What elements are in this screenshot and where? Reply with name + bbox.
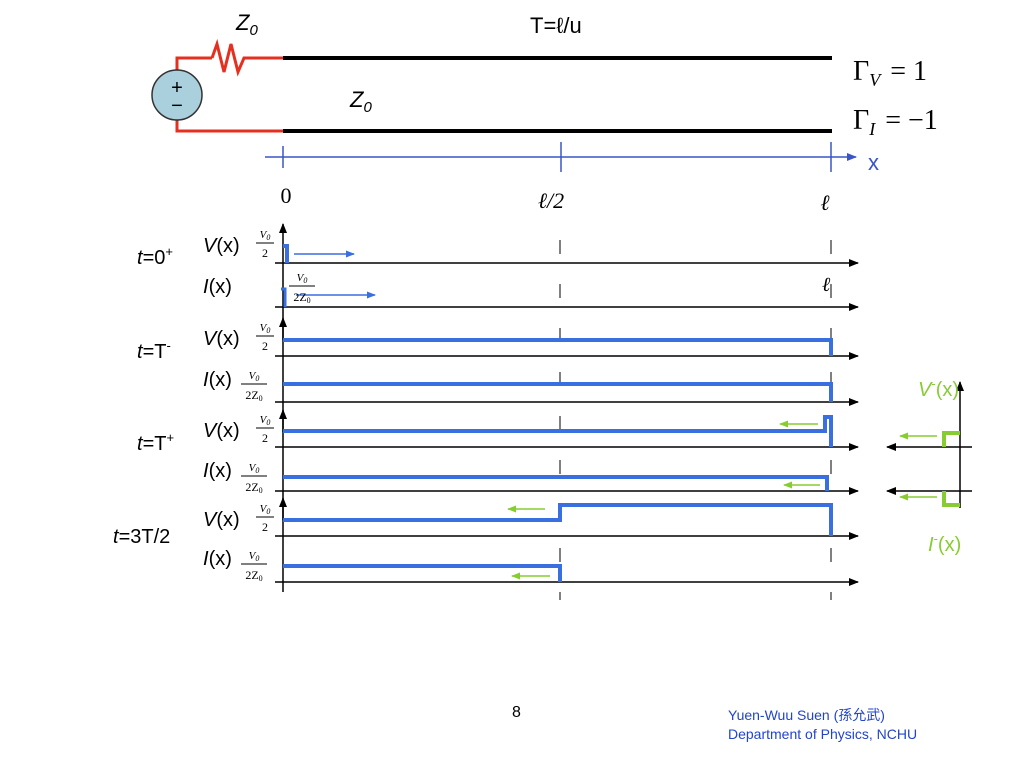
footer-department: Department of Physics, NCHU — [728, 726, 918, 742]
svg-text:2Z0: 2Z0 — [245, 388, 262, 403]
svg-text:2: 2 — [262, 339, 268, 353]
time-label-t0: t=0+ — [137, 244, 173, 269]
x-axis-label: x — [868, 150, 879, 175]
reflected-v-label: V-(x) — [918, 376, 959, 401]
waveform-tTplus — [283, 415, 833, 491]
row-label-t3T2-v: V(x) — [203, 509, 240, 531]
end-position-label: ℓ — [822, 274, 831, 296]
svg-text:2: 2 — [262, 431, 268, 445]
waveform-t3T2 — [283, 503, 833, 582]
waveform-t0 — [281, 244, 376, 307]
svg-text:V0: V0 — [260, 229, 271, 242]
reflection-arrows-t3T2 — [507, 505, 550, 580]
svg-text:2: 2 — [262, 520, 268, 534]
page-number: 8 — [512, 704, 521, 721]
svg-text:V0: V0 — [260, 414, 271, 427]
row-label-t0-i: I(x) — [203, 276, 232, 298]
fraction-v0-over-2z0: V0 2Z0 — [241, 370, 267, 403]
fraction-v0-over-2: V0 2 — [256, 322, 274, 353]
waveform-tTminus — [283, 338, 833, 402]
source-wire-bottom — [175, 113, 283, 133]
svg-text:2Z0: 2Z0 — [293, 290, 310, 305]
fraction-v0-over-2: V0 2 — [256, 229, 274, 260]
reflected-v-step — [942, 431, 960, 447]
source-plus: + — [171, 77, 183, 99]
fraction-v0-over-2z0: V0 2Z0 — [241, 550, 267, 583]
svg-text:2: 2 — [262, 246, 268, 260]
svg-text:V0: V0 — [249, 550, 260, 563]
reflected-i-step — [942, 491, 960, 507]
reflection-arrows-tTplus — [779, 420, 820, 489]
row-label-tTplus-i: I(x) — [203, 460, 232, 482]
tick-label-half: ℓ/2 — [538, 188, 564, 213]
time-label-t3T2: t=3T/2 — [113, 526, 170, 548]
time-label-tTminus: t=T- — [137, 338, 171, 363]
tick-label-0: 0 — [281, 183, 292, 208]
transit-time-label: T=ℓ/u — [530, 13, 582, 38]
footer-author: Yuen-Wuu Suen (孫允武) — [728, 707, 885, 723]
source-minus: − — [171, 95, 183, 117]
gamma-i: ΓI = −1 — [853, 105, 938, 139]
svg-text:V0: V0 — [297, 272, 308, 285]
svg-text:2Z0: 2Z0 — [245, 480, 262, 495]
row-label-tTminus-i: I(x) — [203, 369, 232, 391]
gamma-v: ΓV = 1 — [853, 56, 927, 90]
source-impedance-label: Z0 — [235, 10, 258, 39]
row-label-tTplus-v: V(x) — [203, 420, 240, 442]
footer-credit: Yuen-Wuu Suen (孫允武) Department of Physic… — [728, 706, 917, 744]
svg-text:V0: V0 — [260, 503, 271, 516]
fraction-v0-over-2: V0 2 — [256, 503, 274, 534]
position-guides — [559, 240, 832, 600]
row-label-tTminus-v: V(x) — [203, 328, 240, 350]
tick-label-l: ℓ — [820, 190, 830, 215]
resistor-icon — [210, 38, 283, 77]
row-label-t0-v: V(x) — [203, 235, 240, 257]
voltage-source-icon — [151, 69, 203, 121]
svg-text:V0: V0 — [249, 370, 260, 383]
svg-text:V0: V0 — [260, 322, 271, 335]
svg-text:2Z0: 2Z0 — [245, 568, 262, 583]
time-label-tTplus: t=T+ — [137, 430, 174, 455]
circuit: + − — [151, 38, 832, 133]
fraction-v0-over-2: V0 2 — [256, 414, 274, 445]
line-impedance-label: Z0 — [349, 87, 372, 116]
fraction-v0-over-2z0: V0 2Z0 — [241, 462, 267, 495]
row-label-t3T2-i: I(x) — [203, 548, 232, 570]
reflected-i-label: I-(x) — [928, 531, 961, 556]
fraction-v0-over-2z0: V0 2Z0 — [289, 272, 315, 305]
svg-text:V0: V0 — [249, 462, 260, 475]
